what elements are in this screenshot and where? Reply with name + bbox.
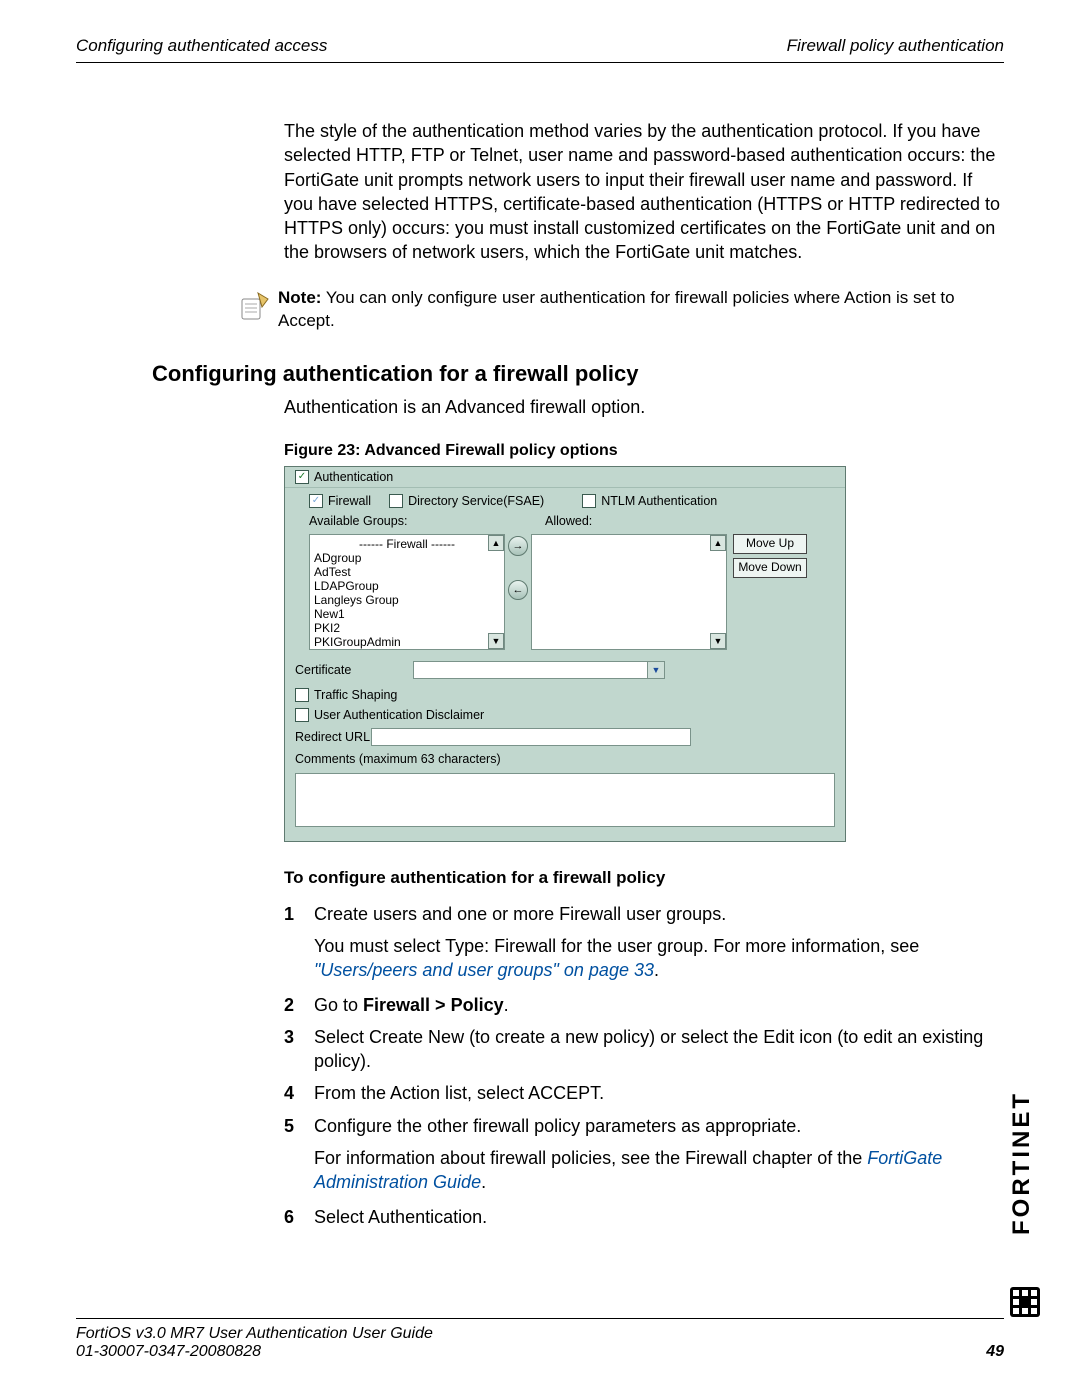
scroll-down-icon[interactable]: ▼ [710,633,726,649]
fortinet-mark-icon [1010,1287,1040,1317]
firewall-policy-path: Firewall > Policy [363,995,504,1015]
group-item[interactable]: New1 [314,607,500,621]
step-3: 3 Select Create New (to create a new pol… [284,1025,1004,1074]
text: You must select Type: Firewall for the u… [314,936,919,956]
redirect-url-label: Redirect URL [295,730,371,744]
disclaimer-checkbox[interactable]: User Authentication Disclaimer [295,708,484,722]
note-text: Note: You can only configure user authen… [278,287,1004,333]
step-number: 6 [284,1205,314,1229]
step-1: 1 Create users and one or more Firewall … [284,902,1004,926]
step-number: 4 [284,1081,314,1105]
move-down-button[interactable]: Move Down [733,558,807,578]
page-number: 49 [986,1343,1004,1361]
step-text: Select Create New (to create a new polic… [314,1025,1004,1074]
certificate-select[interactable]: ▼ [413,661,665,679]
step-number: 3 [284,1025,314,1074]
fortinet-wordmark: FORTINET [1008,1091,1036,1235]
header-left: Configuring authenticated access [76,36,327,56]
group-item[interactable]: PKI2 [314,621,500,635]
directory-tab-label: Directory Service(FSAE) [408,494,544,508]
step-number: 2 [284,993,314,1017]
text: . [481,1172,486,1192]
disclaimer-label: User Authentication Disclaimer [314,708,484,722]
scroll-up-icon[interactable]: ▲ [710,535,726,551]
certificate-label: Certificate [295,663,413,677]
step-text: From the Action list, select ACCEPT. [314,1081,1004,1105]
directory-checkbox[interactable]: Directory Service(FSAE) [389,494,544,508]
page: Configuring authenticated access Firewal… [0,0,1080,1397]
firewall-checkbox[interactable]: ✓ Firewall [309,494,371,508]
scroll-down-icon[interactable]: ▼ [488,633,504,649]
checkbox-empty-icon [295,708,309,722]
group-item[interactable]: AdTest [314,565,500,579]
scroll-up-icon[interactable]: ▲ [488,535,504,551]
step-number: 1 [284,902,314,926]
header-right: Firewall policy authentication [787,36,1004,56]
step-text: Create users and one or more Firewall us… [314,902,1004,926]
footer-title: FortiOS v3.0 MR7 User Authentication Use… [76,1325,433,1343]
available-groups-label: Available Groups: [309,514,545,528]
groups-header: ------ Firewall ------ [314,537,500,551]
group-item[interactable]: Langleys Group [314,593,500,607]
checkbox-empty-icon [389,494,403,508]
step-number: 5 [284,1114,314,1138]
step-text: Go to Firewall > Policy. [314,993,1004,1017]
move-up-button[interactable]: Move Up [733,534,807,554]
procedure-heading: To configure authentication for a firewa… [284,868,1004,888]
fortinet-logo: FORTINET [1010,1057,1040,1317]
traffic-shaping-checkbox[interactable]: Traffic Shaping [295,688,397,702]
ntlm-checkbox[interactable]: NTLM Authentication [582,494,717,508]
note-icon [238,287,278,330]
step-1-continuation: You must select Type: Firewall for the u… [314,934,1004,983]
checkbox-empty-icon [295,688,309,702]
step-4: 4 From the Action list, select ACCEPT. [284,1081,1004,1105]
comments-textarea[interactable] [295,773,835,827]
figure-caption: Figure 23: Advanced Firewall policy opti… [284,442,1004,460]
step-2: 2 Go to Firewall > Policy. [284,993,1004,1017]
remove-arrow-button[interactable]: ← [508,580,528,600]
footer-left: FortiOS v3.0 MR7 User Authentication Use… [76,1325,433,1361]
step-6: 6 Select Authentication. [284,1205,1004,1229]
step-text: Select Authentication. [314,1205,1004,1229]
page-header: Configuring authenticated access Firewal… [76,36,1004,63]
checkmark-icon: ✓ [295,470,309,484]
steps-list: 1 Create users and one or more Firewall … [284,902,1004,1229]
text: . [654,960,659,980]
available-groups-list[interactable]: ------ Firewall ------ ADgroup AdTest LD… [309,534,505,650]
step-text: Configure the other firewall policy para… [314,1114,1004,1138]
group-item[interactable]: LDAPGroup [314,579,500,593]
body-paragraph: The style of the authentication method v… [284,119,1004,265]
allowed-groups-list[interactable]: ▲ ▼ [531,534,727,650]
text: For information about firewall policies,… [314,1148,867,1168]
step-5-continuation: For information about firewall policies,… [314,1146,1004,1195]
authentication-label: Authentication [314,470,393,484]
ntlm-tab-label: NTLM Authentication [601,494,717,508]
group-item[interactable]: PKIGroupAdmin [314,635,500,649]
checkbox-empty-icon [582,494,596,508]
note-block: Note: You can only configure user authen… [238,287,1004,333]
chevron-down-icon: ▼ [647,662,664,678]
section-heading: Configuring authentication for a firewal… [152,361,1004,387]
firewall-options-screenshot: ✓ Authentication ✓ Firewall Directory Se… [284,466,846,842]
intro-line: Authentication is an Advanced firewall o… [284,397,1004,418]
note-label: Note: [278,288,321,307]
note-body: You can only configure user authenticati… [278,288,955,330]
step-5: 5 Configure the other firewall policy pa… [284,1114,1004,1138]
page-footer: FortiOS v3.0 MR7 User Authentication Use… [76,1318,1004,1361]
comments-label: Comments (maximum 63 characters) [295,752,501,766]
footer-docid: 01-30007-0347-20080828 [76,1343,433,1361]
add-arrow-button[interactable]: → [508,536,528,556]
firewall-tab-label: Firewall [328,494,371,508]
redirect-url-input[interactable] [371,728,691,746]
group-item[interactable]: ADgroup [314,551,500,565]
allowed-label: Allowed: [545,514,592,528]
checkmark-icon: ✓ [309,494,323,508]
group-item[interactable]: PPTP_Group [314,649,500,650]
users-peers-link[interactable]: "Users/peers and user groups" on page 33 [314,960,654,980]
authentication-checkbox[interactable]: ✓ Authentication [295,470,393,484]
traffic-shaping-label: Traffic Shaping [314,688,397,702]
